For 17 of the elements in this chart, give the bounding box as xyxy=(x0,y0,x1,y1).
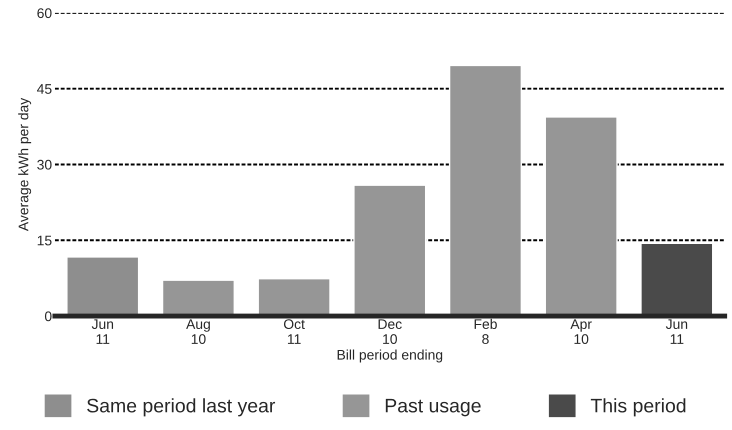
x-axis-title: Bill period ending xyxy=(338,350,442,362)
y-tick-label: 30 xyxy=(37,160,52,170)
y-tick-label: 15 xyxy=(38,236,52,246)
x-tick-label: Apr 10 xyxy=(570,319,592,344)
y-tick-label: 45 xyxy=(36,84,52,94)
legend-label: Past usage xyxy=(386,398,481,416)
x-tick-label: Feb 8 xyxy=(474,318,497,344)
y-tick-label: 60 xyxy=(37,8,52,18)
x-tick-label: Oct 11 xyxy=(284,319,305,344)
x-tick-label: Aug 10 xyxy=(186,319,210,344)
y-tick-label: 0 xyxy=(44,311,52,322)
legend-label: Same period last year xyxy=(87,398,276,416)
legend-label: This period xyxy=(590,398,686,416)
y-axis-title: Average kWh per day xyxy=(18,98,32,232)
x-tick-label: Jun 11 xyxy=(666,319,688,344)
x-tick-label: Dec 10 xyxy=(378,319,402,344)
x-tick-label: Jun 11 xyxy=(92,319,114,344)
